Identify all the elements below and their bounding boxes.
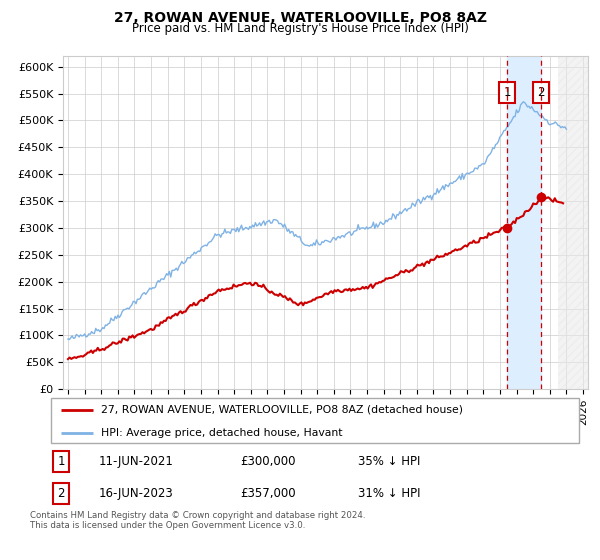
Text: 2: 2 xyxy=(58,487,65,500)
Text: Contains HM Land Registry data © Crown copyright and database right 2024.
This d: Contains HM Land Registry data © Crown c… xyxy=(30,511,365,530)
Text: 35% ↓ HPI: 35% ↓ HPI xyxy=(358,455,420,468)
Text: HPI: Average price, detached house, Havant: HPI: Average price, detached house, Hava… xyxy=(101,428,343,438)
Text: Price paid vs. HM Land Registry's House Price Index (HPI): Price paid vs. HM Land Registry's House … xyxy=(131,22,469,35)
Text: 31% ↓ HPI: 31% ↓ HPI xyxy=(358,487,420,500)
Bar xyxy=(558,56,588,389)
Text: 1: 1 xyxy=(503,86,511,99)
Text: 16-JUN-2023: 16-JUN-2023 xyxy=(99,487,173,500)
Text: 27, ROWAN AVENUE, WATERLOOVILLE, PO8 8AZ: 27, ROWAN AVENUE, WATERLOOVILLE, PO8 8AZ xyxy=(113,11,487,25)
Text: 1: 1 xyxy=(58,455,65,468)
Bar xyxy=(507,56,541,389)
Text: £357,000: £357,000 xyxy=(240,487,296,500)
Text: £300,000: £300,000 xyxy=(240,455,296,468)
Text: 2: 2 xyxy=(537,86,544,99)
Text: 27, ROWAN AVENUE, WATERLOOVILLE, PO8 8AZ (detached house): 27, ROWAN AVENUE, WATERLOOVILLE, PO8 8AZ… xyxy=(101,405,463,415)
FancyBboxPatch shape xyxy=(50,398,580,443)
Text: 11-JUN-2021: 11-JUN-2021 xyxy=(99,455,173,468)
